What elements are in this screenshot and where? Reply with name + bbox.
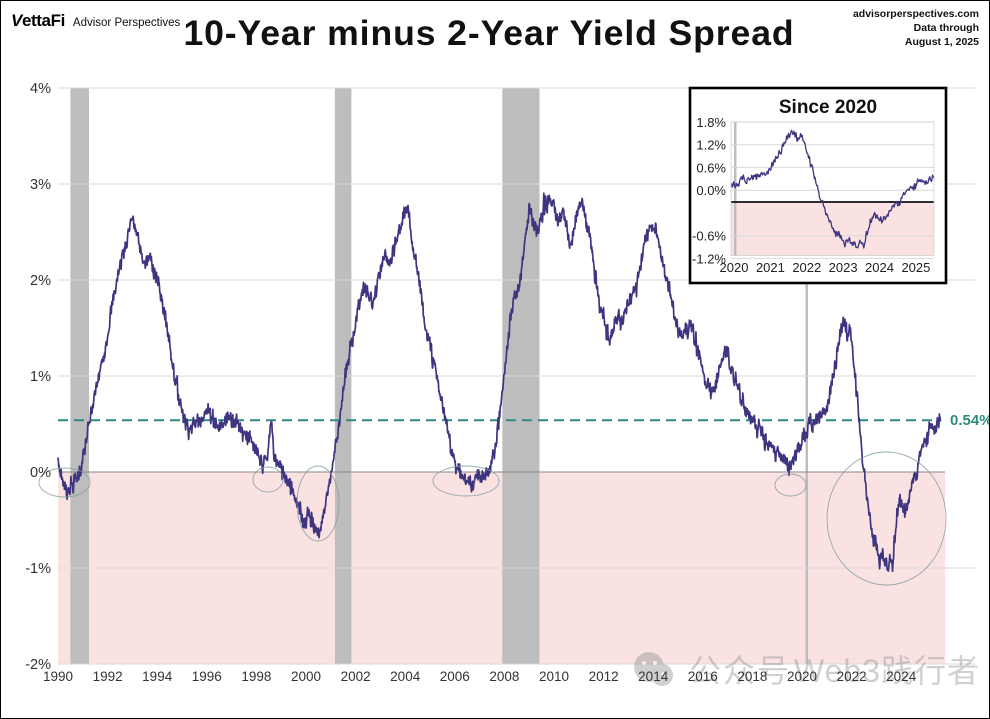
svg-text:2014: 2014 bbox=[638, 669, 669, 684]
svg-text:1990: 1990 bbox=[43, 669, 73, 684]
svg-text:4%: 4% bbox=[30, 81, 51, 97]
svg-text:0.0%: 0.0% bbox=[696, 183, 726, 198]
svg-text:Since 2020: Since 2020 bbox=[779, 97, 877, 118]
svg-text:0.54%: 0.54% bbox=[950, 412, 990, 429]
svg-text:2000: 2000 bbox=[291, 669, 321, 684]
svg-text:2020: 2020 bbox=[787, 669, 817, 684]
svg-text:2018: 2018 bbox=[737, 669, 767, 684]
svg-text:2012: 2012 bbox=[589, 669, 619, 684]
svg-text:3%: 3% bbox=[30, 177, 51, 193]
svg-text:1996: 1996 bbox=[192, 669, 222, 684]
svg-text:2022: 2022 bbox=[837, 669, 867, 684]
svg-text:-1%: -1% bbox=[25, 561, 51, 577]
svg-text:0.6%: 0.6% bbox=[696, 160, 726, 175]
svg-text:0%: 0% bbox=[30, 465, 51, 481]
svg-text:2022: 2022 bbox=[792, 260, 821, 275]
svg-text:1994: 1994 bbox=[142, 669, 173, 684]
svg-text:2021: 2021 bbox=[756, 260, 785, 275]
svg-text:-0.6%: -0.6% bbox=[692, 229, 726, 244]
svg-text:2024: 2024 bbox=[886, 669, 917, 684]
svg-text:1.8%: 1.8% bbox=[696, 115, 726, 130]
svg-text:1998: 1998 bbox=[241, 669, 271, 684]
svg-text:2002: 2002 bbox=[341, 669, 371, 684]
svg-text:2008: 2008 bbox=[489, 669, 519, 684]
svg-text:1%: 1% bbox=[30, 369, 51, 385]
svg-text:2016: 2016 bbox=[688, 669, 718, 684]
svg-text:1.2%: 1.2% bbox=[696, 138, 726, 153]
svg-text:2004: 2004 bbox=[390, 669, 421, 684]
svg-text:2%: 2% bbox=[30, 273, 51, 289]
svg-text:2025: 2025 bbox=[901, 260, 930, 275]
svg-text:2023: 2023 bbox=[829, 260, 858, 275]
svg-text:2010: 2010 bbox=[539, 669, 569, 684]
svg-text:1992: 1992 bbox=[93, 669, 123, 684]
svg-text:2020: 2020 bbox=[720, 260, 749, 275]
svg-text:2006: 2006 bbox=[440, 669, 470, 684]
svg-text:2024: 2024 bbox=[865, 260, 894, 275]
